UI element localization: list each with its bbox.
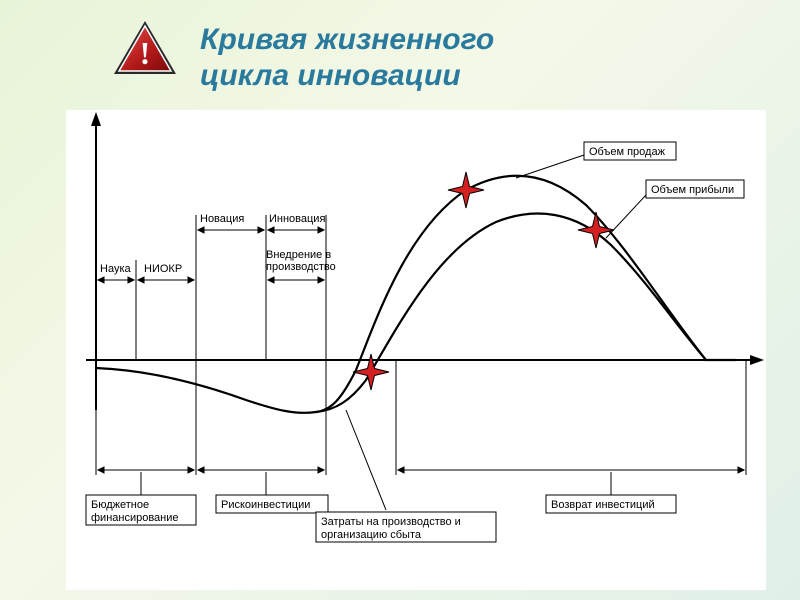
lifecycle-chart: Наука НИОКР Новация Инновация Внедрение …: [66, 110, 766, 590]
lower-dividers: [96, 360, 746, 475]
svg-text:Бюджетное: Бюджетное: [91, 499, 149, 511]
warning-icon: !: [110, 18, 180, 80]
title-line2: цикла инновации: [200, 58, 494, 94]
title-line1: Кривая жизненного: [200, 22, 494, 58]
label-budget: Бюджетное финансирование: [86, 472, 196, 525]
svg-text:Затраты на производство и: Затраты на производство и: [321, 516, 461, 528]
label-niokr: НИОКР: [144, 263, 182, 275]
label-sales-box: Объем продаж: [584, 142, 676, 160]
label-costs: Затраты на производство и организацию сб…: [316, 512, 496, 542]
label-risk: Рискоинвестиции: [216, 472, 328, 513]
svg-text:финансирование: финансирование: [91, 512, 179, 524]
slide-title: Кривая жизненного цикла инновации: [200, 22, 494, 94]
star-marker: [448, 172, 484, 208]
label-return: Возврат инвестиций: [546, 472, 676, 513]
label-profit-box: Объем прибыли: [646, 180, 744, 198]
label-innovation: Инновация: [269, 213, 325, 225]
label-impl1: Внедрение в: [266, 249, 331, 261]
warning-mark: !: [140, 35, 151, 71]
slide: ! Кривая жизненного цикла инновации: [0, 0, 800, 600]
svg-text:Объем продаж: Объем продаж: [589, 146, 666, 158]
sales-curve: [96, 176, 736, 413]
label-science: Наука: [100, 263, 131, 275]
svg-text:организацию сбыта: организацию сбыта: [321, 529, 422, 541]
label-novation: Новация: [200, 213, 244, 225]
label-impl2: производство: [266, 261, 336, 273]
svg-text:Рискоинвестиции: Рискоинвестиции: [221, 499, 310, 511]
svg-text:Объем прибыли: Объем прибыли: [651, 184, 734, 196]
svg-text:Возврат инвестиций: Возврат инвестиций: [551, 499, 655, 511]
phase-dividers: [136, 215, 326, 415]
profit-curve: [316, 213, 706, 412]
stars: [353, 172, 614, 390]
callouts-right: [516, 155, 646, 238]
